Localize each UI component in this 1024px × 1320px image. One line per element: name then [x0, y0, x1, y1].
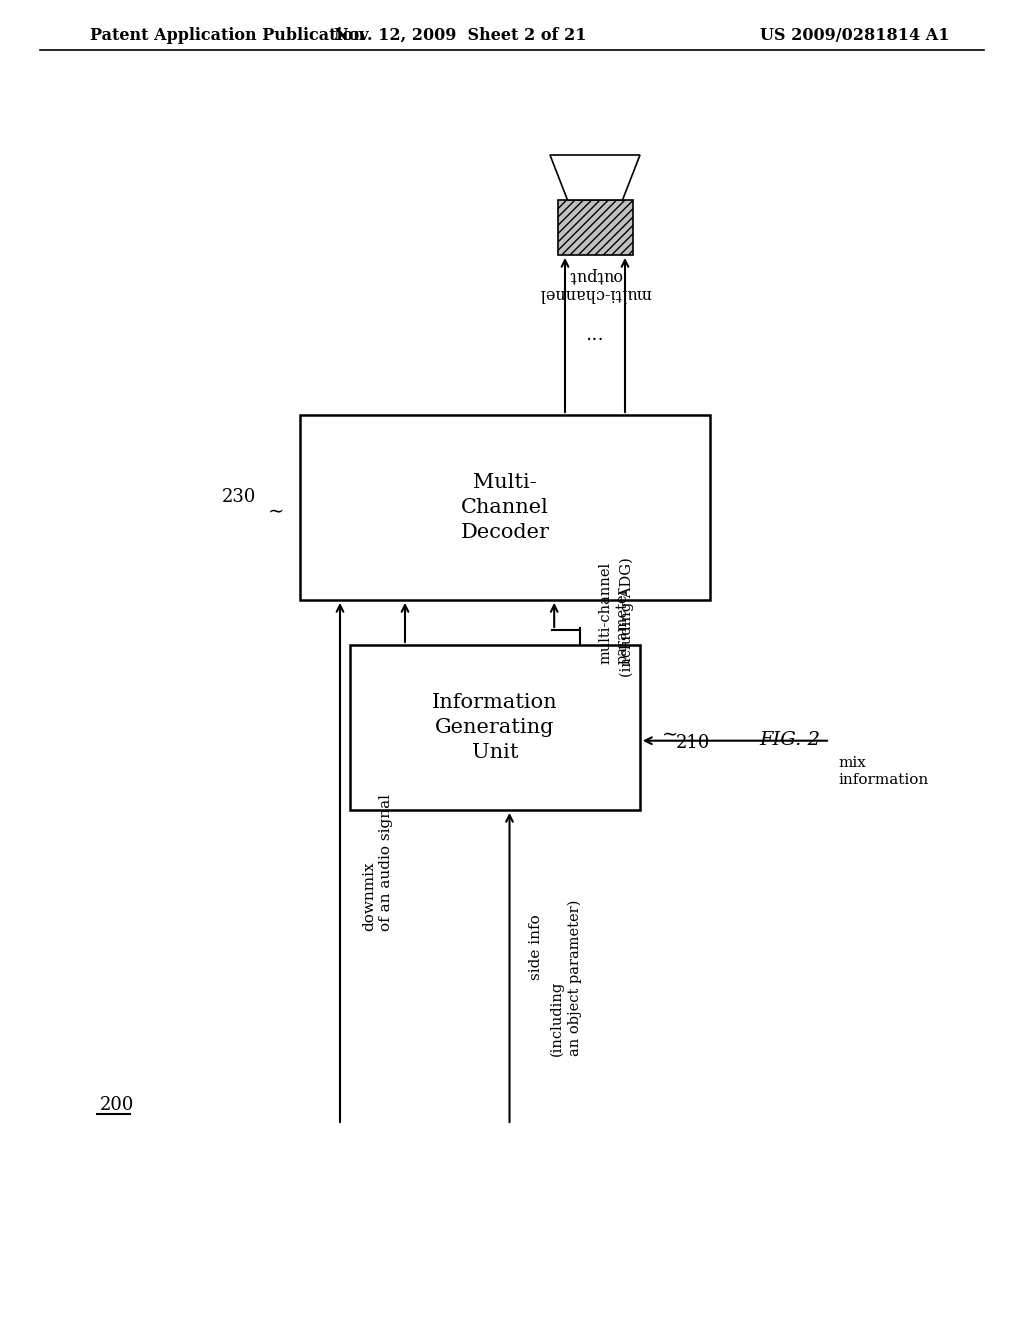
- Text: output: output: [568, 267, 622, 284]
- Text: downmix
of an audio signal: downmix of an audio signal: [362, 795, 393, 931]
- Text: US 2009/0281814 A1: US 2009/0281814 A1: [761, 26, 950, 44]
- Text: multi-channel
parameter: multi-channel parameter: [598, 561, 630, 664]
- Bar: [557, 201, 633, 255]
- Text: ...: ...: [586, 326, 604, 345]
- Text: Patent Application Publication: Patent Application Publication: [90, 26, 365, 44]
- Text: (including
an object parameter): (including an object parameter): [550, 899, 582, 1056]
- Bar: [300, 414, 710, 601]
- Text: Multi-
Channel
Decoder: Multi- Channel Decoder: [461, 473, 550, 543]
- Text: side info: side info: [529, 915, 544, 981]
- Text: ∼: ∼: [662, 726, 678, 744]
- Text: (including ADG): (including ADG): [620, 557, 635, 677]
- Text: mix
information: mix information: [838, 755, 928, 787]
- Text: Information
Generating
Unit: Information Generating Unit: [432, 693, 558, 762]
- Text: FIG. 2: FIG. 2: [760, 731, 820, 748]
- Polygon shape: [550, 154, 640, 201]
- Text: ∼: ∼: [268, 503, 285, 521]
- Bar: [350, 645, 640, 810]
- Text: Nov. 12, 2009  Sheet 2 of 21: Nov. 12, 2009 Sheet 2 of 21: [334, 26, 587, 44]
- Text: 210: 210: [676, 734, 711, 751]
- Text: 200: 200: [100, 1096, 134, 1114]
- Text: 230: 230: [221, 488, 256, 507]
- Text: multi-channel: multi-channel: [539, 285, 651, 302]
